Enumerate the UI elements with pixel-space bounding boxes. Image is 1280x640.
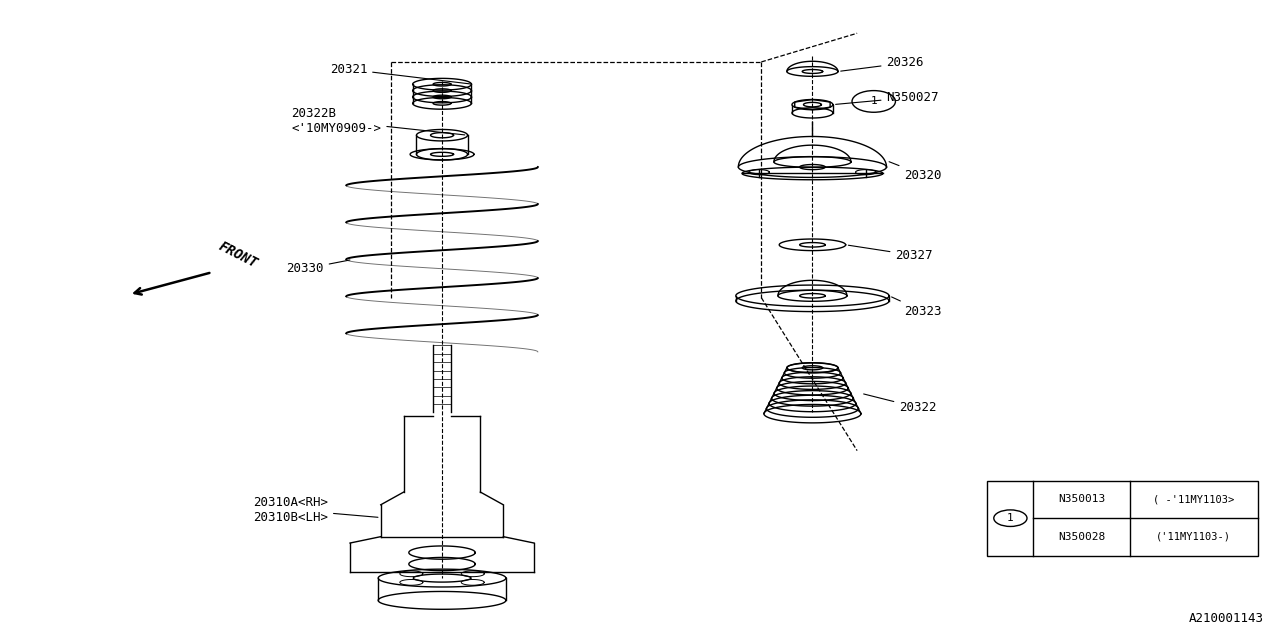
Text: FRONT: FRONT [216,239,260,270]
Text: 20327: 20327 [849,245,933,262]
Text: ('11MY1103-): ('11MY1103-) [1156,532,1231,542]
Text: 20323: 20323 [892,297,942,318]
Text: 20310A<RH>
20310B<LH>: 20310A<RH> 20310B<LH> [253,496,378,524]
Text: 1: 1 [870,97,877,106]
Text: ( -'11MY1103>: ( -'11MY1103> [1153,494,1234,504]
Text: 20330: 20330 [287,260,349,275]
Text: 20320: 20320 [890,162,942,182]
Text: 20322: 20322 [864,394,937,414]
Text: 1: 1 [1007,513,1014,523]
Text: N350013: N350013 [1057,494,1105,504]
Text: N350028: N350028 [1057,532,1105,542]
Text: 20326: 20326 [841,56,924,71]
Text: 20322B
<'10MY0909->: 20322B <'10MY0909-> [292,107,465,135]
Text: N350027: N350027 [836,91,940,104]
Text: 20321: 20321 [330,63,470,84]
Text: A210001143: A210001143 [1188,612,1263,625]
